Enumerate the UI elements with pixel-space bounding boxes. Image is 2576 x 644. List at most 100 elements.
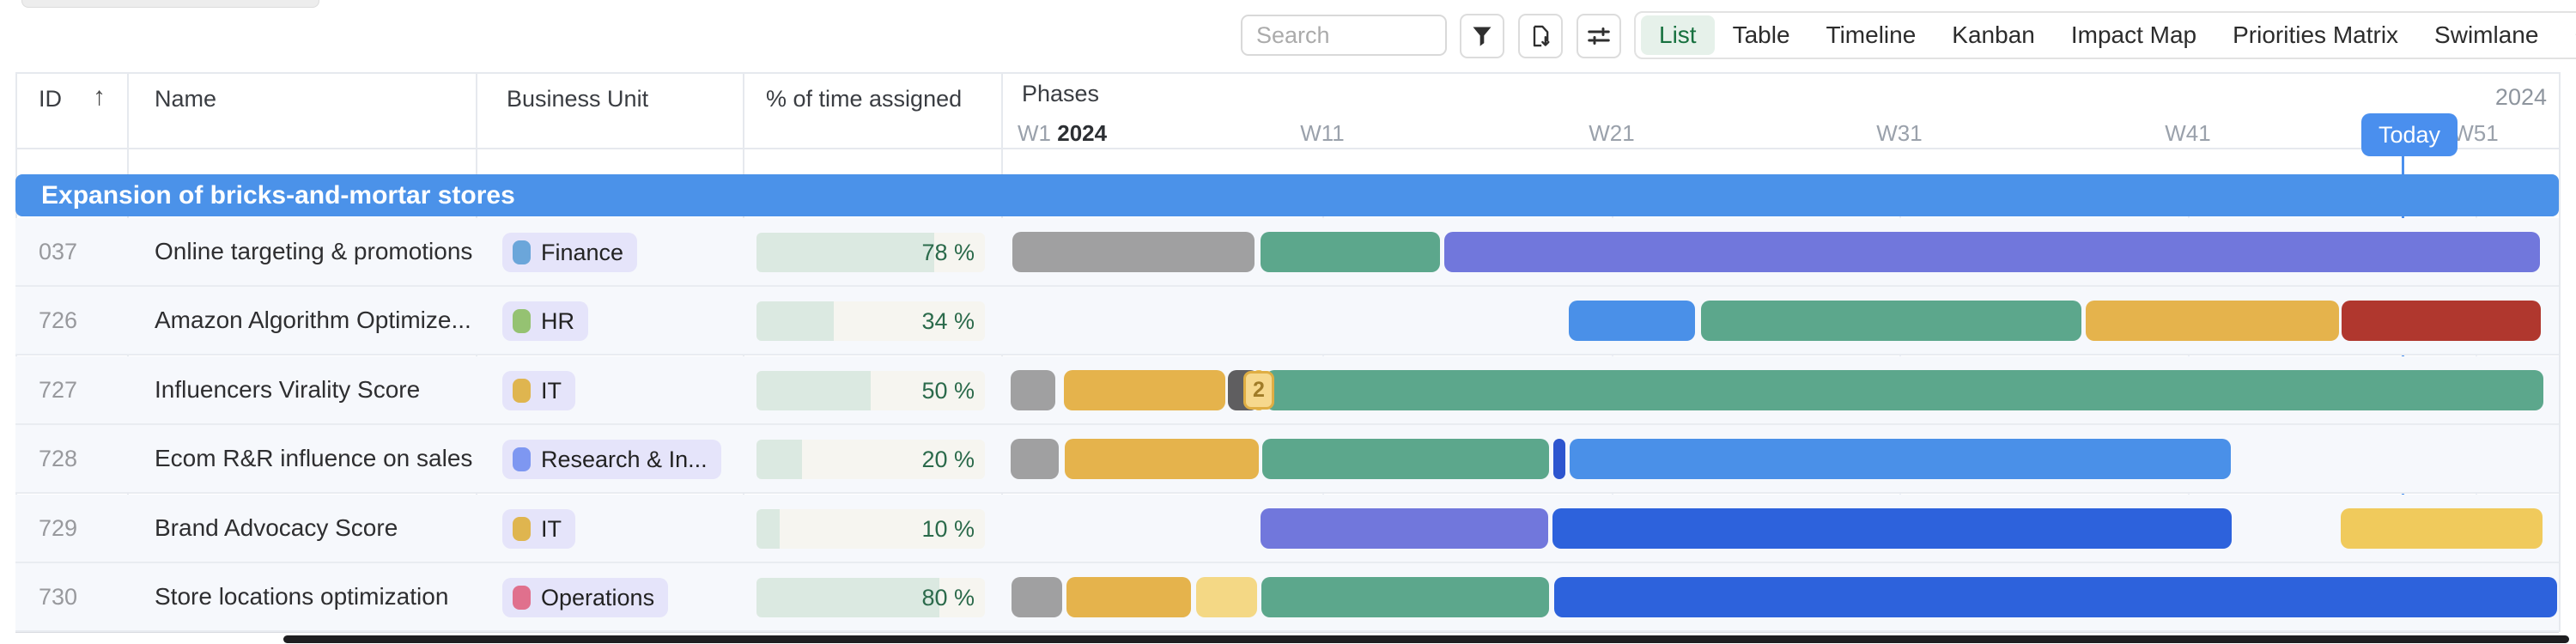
gantt-bar-green[interactable] [1261,232,1440,272]
gantt-bar-red[interactable] [2342,301,2541,341]
time-assigned-value: 78 % [921,240,975,265]
col-header-pct-time[interactable]: % of time assigned [766,86,963,112]
gantt-bar-royal[interactable] [1554,577,2557,617]
gantt-bar-gray[interactable] [1011,439,1059,479]
gantt-bar-navy[interactable] [1553,439,1565,479]
time-assigned-value: 20 % [921,447,975,472]
gantt-bar-gray[interactable] [1012,577,1062,617]
unit-color-dot [513,240,531,264]
time-assigned-value: 50 % [921,378,975,404]
table-row[interactable]: 729 Brand Advocacy Score IT 10 % [15,495,2559,563]
horizontal-scrollbar[interactable] [283,635,2569,643]
unit-color-dot [513,309,531,333]
search-input[interactable] [1241,15,1447,56]
gantt-bar-green[interactable] [1266,370,2543,410]
milestone-badge[interactable]: 2 [1243,371,1274,410]
gantt-bar-gold[interactable] [2341,508,2543,549]
gantt-bar-purple[interactable] [1261,508,1548,549]
time-assigned-progress: 34 % [756,301,985,341]
export-icon [1528,24,1552,48]
gantt-bar-yellow[interactable] [1064,370,1225,410]
tab-chip[interactable]: Chip [2556,15,2576,55]
table-right-border [2559,72,2561,632]
table-top-border [15,72,2559,74]
week-label-w11: W11 [1300,120,1345,146]
table-row[interactable]: 728 Ecom R&R influence on sales Research &… [15,425,2559,494]
row-id: 727 [39,377,78,403]
tab-table[interactable]: Table [1732,21,1790,48]
tab-timeline[interactable]: Timeline [1826,21,1917,48]
gantt-bar-lightyellow[interactable] [1196,577,1257,617]
tab-swimlane[interactable]: Swimlane [2434,21,2539,48]
business-unit-badge: IT [502,371,575,410]
time-assigned-progress: 80 % [756,578,985,617]
business-unit-badge: Finance [502,233,638,272]
gantt-bar-royal[interactable] [1552,508,2232,549]
gantt-bar-green[interactable] [1262,439,1549,479]
week-label-w51: W51 [2452,120,2499,146]
col-header-id[interactable]: ID [39,86,62,112]
col-header-name[interactable]: Name [155,86,217,112]
gantt-bar-purple[interactable] [1444,232,2540,272]
row-name: Online targeting & promotions [155,238,473,264]
tab-kanban[interactable]: Kanban [1952,21,2035,48]
gantt-bar-yellow[interactable] [2086,301,2339,341]
col-header-business-unit[interactable]: Business Unit [507,86,649,112]
time-assigned-progress: 78 % [756,233,985,272]
gantt-bar-green[interactable] [1261,577,1549,617]
time-assigned-value: 10 % [921,516,975,542]
table-row[interactable]: 037 Online targeting & promotions Finance 7… [15,218,2559,287]
unit-color-dot [513,517,531,541]
view-switcher: List Table Timeline Kanban Impact Map Priorit… [1634,11,2576,59]
row-name: Brand Advocacy Score [155,514,398,541]
today-button[interactable]: Today [2361,113,2458,156]
week-label-w1: W1 2024 [1018,120,1108,146]
row-name: Amazon Algorithm Optimize... [155,307,471,333]
tab-priorities-matrix[interactable]: Priorities Matrix [2233,21,2399,48]
unit-label: Finance [541,239,624,265]
group-title: Expansion of bricks-and-mortar stores [41,180,515,210]
gantt-bar-blue[interactable] [1570,439,2231,479]
gantt-bar-blue[interactable] [1569,301,1695,341]
gantt-bar-gray[interactable] [1011,370,1055,410]
table-bottom-border [15,631,2559,633]
timeline-year-label: 2024 [2494,84,2547,110]
row-id: 729 [39,515,78,541]
header-bottom-border [15,148,2559,149]
gantt-bar-green[interactable] [1701,301,2081,341]
tab-list[interactable]: List [1641,15,1715,55]
tab-impact-map[interactable]: Impact Map [2070,21,2197,48]
time-assigned-value: 34 % [921,308,975,334]
business-unit-badge: IT [502,509,575,549]
export-button[interactable] [1518,14,1563,58]
business-unit-badge: Research & In... [502,440,721,479]
week-label-w21: W21 [1589,120,1635,146]
unit-color-dot [513,379,531,403]
row-id: 730 [39,584,78,610]
gantt-bar-yellow[interactable] [1066,577,1191,617]
time-assigned-value: 80 % [921,585,975,611]
filter-icon [1470,24,1494,48]
sort-arrow-icon[interactable]: ↑ [93,82,106,111]
unit-label: IT [541,515,562,542]
gantt-bar-gray[interactable] [1012,232,1255,272]
group-header[interactable]: Expansion of bricks-and-mortar stores [15,174,2559,216]
window-tab-remnant [21,0,319,8]
time-assigned-progress: 50 % [756,371,985,410]
table-row[interactable]: 730 Store locations optimization Operation… [15,563,2559,632]
gantt-bar-yellow[interactable] [1065,439,1259,479]
business-unit-badge: HR [502,301,588,341]
unit-label: Research & In... [541,446,708,472]
row-name: Store locations optimization [155,583,449,610]
display-settings-button[interactable] [1577,14,1621,58]
unit-color-dot [513,447,531,471]
row-id: 037 [39,239,78,264]
row-id: 726 [39,307,78,333]
week-label-w31: W31 [1876,120,1923,146]
business-unit-badge: Operations [502,578,669,617]
filter-button[interactable] [1460,14,1504,58]
table-row[interactable]: 727 Influencers Virality Score IT 50 % 2 [15,356,2559,425]
table-row[interactable]: 726 Amazon Algorithm Optimize... HR 34 % [15,287,2559,355]
row-name: Influencers Virality Score [155,376,421,403]
